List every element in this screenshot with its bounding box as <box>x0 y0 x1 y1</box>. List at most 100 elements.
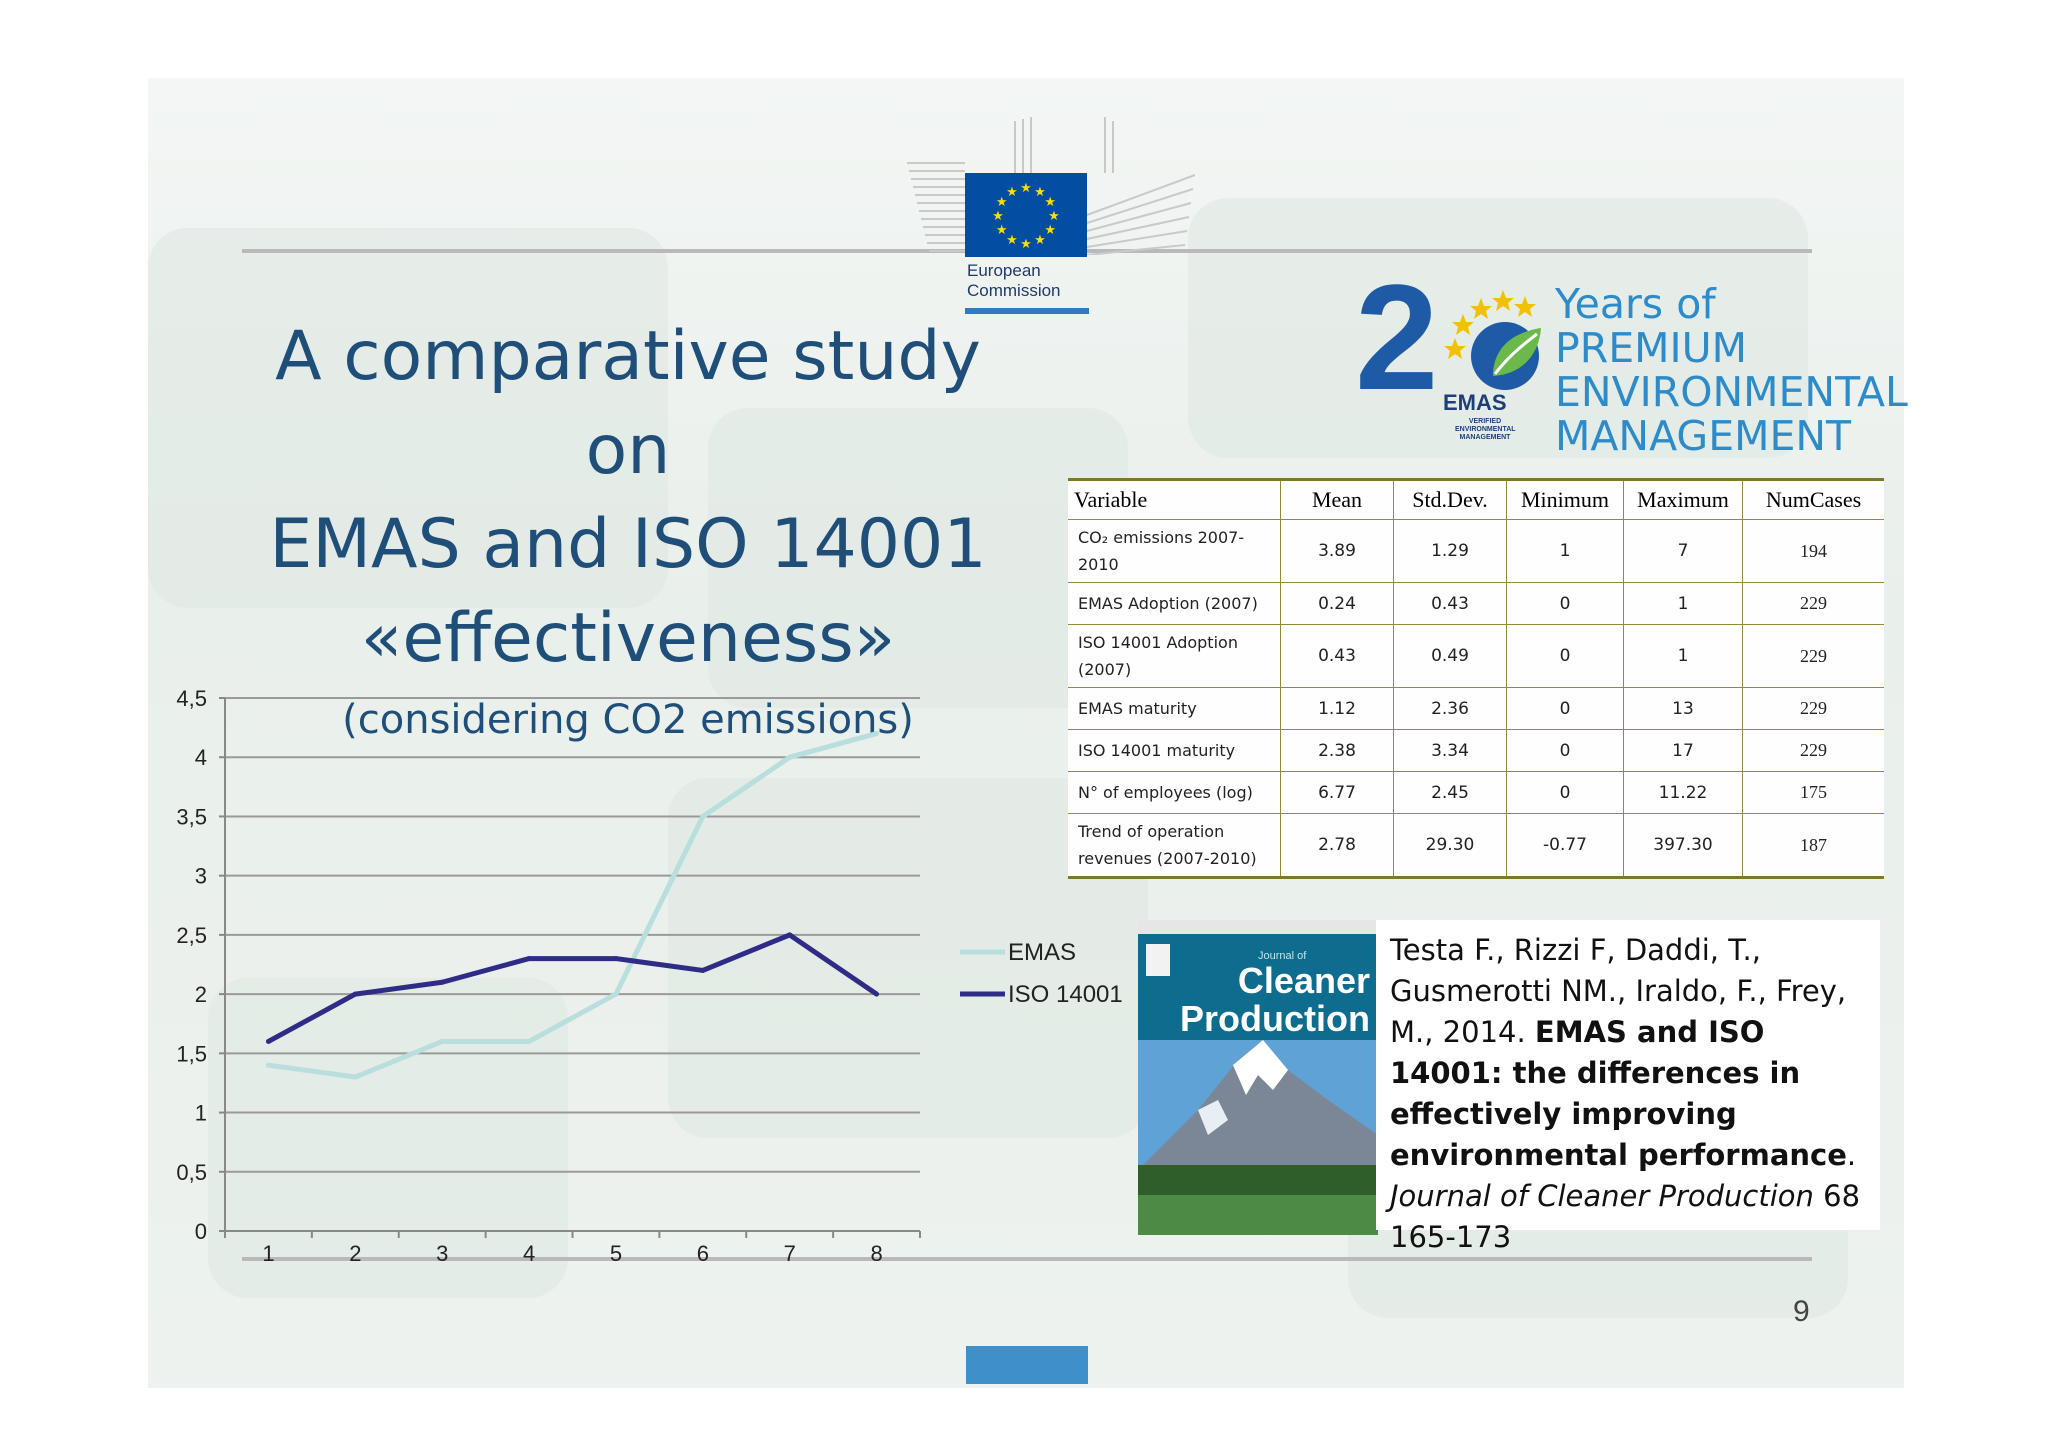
eu-star-icon: ★ <box>996 222 1008 237</box>
citation-box: Testa F., Rizzi F, Daddi, T., Gusmerotti… <box>1376 920 1880 1254</box>
eu-star-icon: ★ <box>1006 184 1018 199</box>
emas-badge-sub-2: ENVIRONMENTAL <box>1455 426 1516 433</box>
data-point <box>439 1038 445 1044</box>
eu-star-icon: ★ <box>1048 208 1060 223</box>
table-row: N° of employees (log) 6.77 2.45 0 11.22 175 <box>1068 771 1884 814</box>
cell-stddev: 29.30 <box>1393 813 1507 878</box>
x-tick-label: 1 <box>262 1241 274 1266</box>
cell-variable: EMAS maturity <box>1068 687 1281 730</box>
eu-star-icon: ★ <box>1020 180 1032 195</box>
data-point <box>874 991 880 997</box>
y-tick-label: 3,5 <box>176 804 207 829</box>
cell-maximum: 13 <box>1623 687 1743 730</box>
cell-minimum: 0 <box>1506 771 1624 814</box>
emas-tagline-line2: PREMIUM <box>1555 324 1747 372</box>
citation-journal: Journal of Cleaner Production <box>1390 1179 1814 1213</box>
eu-star-icon: ★ <box>992 208 1004 223</box>
data-point <box>352 991 358 997</box>
x-tick-label: 8 <box>870 1241 882 1266</box>
data-point <box>526 1038 532 1044</box>
cell-stddev: 0.49 <box>1393 624 1507 688</box>
cover-journal-label: Journal of <box>1258 950 1307 962</box>
data-point <box>874 731 880 737</box>
data-point <box>787 932 793 938</box>
ec-logo-underline <box>965 308 1089 314</box>
column-header-variable: Variable <box>1068 479 1281 520</box>
y-tick-label: 4,5 <box>176 686 207 711</box>
emas-tagline-line4: MANAGEMENT <box>1555 412 1852 460</box>
column-header-numcases: NumCases <box>1765 487 1862 512</box>
y-tick-label: 0,5 <box>176 1160 207 1185</box>
cell-numcases: 229 <box>1742 729 1884 772</box>
cell-minimum: 0 <box>1506 624 1624 688</box>
y-tick-label: 0 <box>195 1219 207 1244</box>
emas-badge-sub-1: VERIFIED <box>1468 418 1502 425</box>
table-row: EMAS Adoption (2007) 0.24 0.43 0 1 229 <box>1068 582 1884 625</box>
cover-title-line2: Production <box>1180 998 1370 1039</box>
column-header-stddev: Std.Dev. <box>1393 479 1507 520</box>
cell-stddev: 0.43 <box>1393 582 1507 625</box>
slide-title: A comparative study on EMAS and ISO 1400… <box>228 310 1028 750</box>
elsevier-logo-icon <box>1146 944 1170 976</box>
data-point <box>352 1074 358 1080</box>
emas-tagline-line1: Years of <box>1555 280 1716 328</box>
emas-tagline: Years of PREMIUM ENVIRONMENTAL MANAGEMEN… <box>1555 282 1908 458</box>
cell-minimum: 0 <box>1506 687 1624 730</box>
legend-label: ISO 14001 <box>1008 981 1123 1008</box>
journal-cover-image: Journal of Cleaner Production <box>1138 920 1378 1235</box>
cell-stddev: 2.36 <box>1393 687 1507 730</box>
y-tick-label: 2 <box>195 982 207 1007</box>
cell-maximum: 1 <box>1623 582 1743 625</box>
y-tick-label: 1 <box>195 1101 207 1126</box>
cell-mean: 2.38 <box>1280 729 1394 772</box>
x-tick-label: 7 <box>784 1241 796 1266</box>
cell-mean: 3.89 <box>1280 519 1394 583</box>
cell-variable: Trend of operation revenues (2007-2010) <box>1068 813 1281 878</box>
emas-stars-leaf-icon <box>1444 290 1541 390</box>
cell-maximum: 7 <box>1623 519 1743 583</box>
footer-accent-bar <box>966 1346 1088 1384</box>
table-row: CO₂ emissions 2007-2010 3.89 1.29 1 7 194 <box>1068 519 1884 583</box>
ec-logo-line1: European <box>967 261 1041 280</box>
cell-numcases: 194 <box>1742 519 1884 583</box>
data-point <box>613 956 619 962</box>
eu-flag-icon: ★ ★ ★ ★ ★ ★ ★ ★ ★ ★ ★ ★ <box>965 173 1087 257</box>
series-line-iso14001 <box>267 932 878 1044</box>
emas-badge-sub-3: MANAGEMENT <box>1459 434 1511 441</box>
table-row: ISO 14001 maturity 2.38 3.34 0 17 229 <box>1068 729 1884 772</box>
column-header-maximum: Maximum <box>1623 479 1743 520</box>
data-point <box>265 1062 271 1068</box>
cell-variable: ISO 14001 Adoption (2007) <box>1068 624 1281 688</box>
x-tick-label: 2 <box>349 1241 361 1266</box>
cell-stddev: 3.34 <box>1393 729 1507 772</box>
cell-numcases: 175 <box>1742 771 1884 814</box>
cell-minimum: 0 <box>1506 729 1624 772</box>
table-row: ISO 14001 Adoption (2007) 0.43 0.49 0 1 229 <box>1068 624 1884 688</box>
footer-divider <box>242 1257 1812 1261</box>
y-tick-label: 2,5 <box>176 923 207 948</box>
eu-star-icon: ★ <box>1044 222 1056 237</box>
table-row: Trend of operation revenues (2007-2010) 2… <box>1068 813 1884 878</box>
x-tick-label: 4 <box>523 1241 535 1266</box>
data-point <box>613 991 619 997</box>
cell-variable: N° of employees (log) <box>1068 771 1281 814</box>
cell-minimum: 1 <box>1506 519 1624 583</box>
series-line-emas <box>268 731 878 1080</box>
title-line3: «effectiveness» <box>360 599 896 678</box>
column-header-mean: Mean <box>1280 479 1394 520</box>
citation-separator: . <box>1846 1138 1857 1172</box>
eu-star-icon: ★ <box>1034 184 1046 199</box>
cell-variable: EMAS Adoption (2007) <box>1068 582 1281 625</box>
cell-numcases: 229 <box>1742 624 1884 688</box>
cell-mean: 2.78 <box>1280 813 1394 878</box>
title-line1: A comparative study on <box>275 317 981 490</box>
column-header-minimum: Minimum <box>1506 479 1624 520</box>
cell-variable: ISO 14001 maturity <box>1068 729 1281 772</box>
table-body: CO₂ emissions 2007-2010 3.89 1.29 1 7 194 EMAS… <box>1068 519 1884 878</box>
eu-star-icon: ★ <box>1034 232 1046 247</box>
cover-title-line1: Cleaner <box>1237 960 1370 1001</box>
x-tick-label: 6 <box>697 1241 709 1266</box>
data-point <box>265 1038 271 1044</box>
ec-logo-text: European Commission <box>967 261 1061 301</box>
cell-numcases: 187 <box>1742 813 1884 878</box>
